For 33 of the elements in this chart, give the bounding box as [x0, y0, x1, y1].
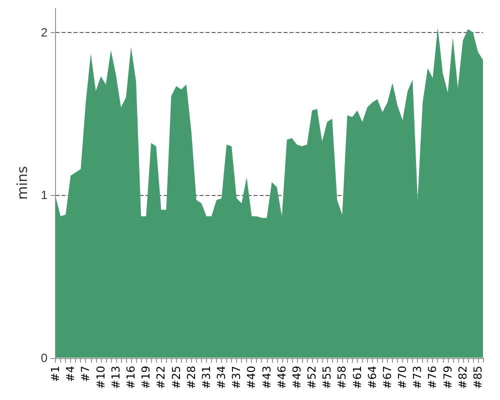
y-tick-label: 2 [40, 25, 48, 40]
x-tick-label: #16 [124, 366, 138, 390]
x-tick-label: #28 [184, 366, 198, 390]
x-tick-label: #85 [471, 366, 484, 390]
x-tick-label: #4 [64, 366, 78, 382]
y-axis-title: mins [15, 166, 31, 200]
y-tick-label: 1 [40, 188, 48, 202]
x-tick-label: #58 [336, 366, 349, 390]
x-tick-label: #25 [170, 366, 183, 390]
x-tick-label: #52 [306, 366, 319, 390]
x-tick-label: #76 [426, 366, 440, 390]
x-tick-label: #73 [411, 366, 424, 390]
x-tick-label: #82 [456, 366, 470, 390]
x-tick-label: #79 [441, 366, 454, 390]
y-tick-label: 0 [40, 350, 48, 365]
x-tick-label: #37 [230, 366, 244, 390]
x-tick-label: #7 [79, 366, 92, 382]
x-tick-label: #34 [215, 366, 228, 390]
x-tick-label: #1 [49, 366, 62, 382]
x-tick-label: #13 [109, 366, 122, 390]
x-tick-label: #64 [366, 366, 379, 390]
x-tick-label: #40 [245, 366, 258, 390]
x-tick-label: #61 [350, 366, 364, 390]
x-tick-label: #55 [320, 366, 334, 390]
x-tick-label: #19 [140, 366, 153, 390]
x-tick-label: #43 [260, 366, 274, 390]
x-tick-label: #31 [200, 366, 213, 390]
x-tick-label: #10 [94, 366, 108, 390]
x-tick-label: #49 [290, 366, 304, 390]
x-tick-label: #22 [154, 366, 168, 390]
x-tick-label: #70 [396, 366, 410, 390]
x-tick-label: #46 [275, 366, 288, 390]
x-tick-label: #67 [380, 366, 394, 390]
